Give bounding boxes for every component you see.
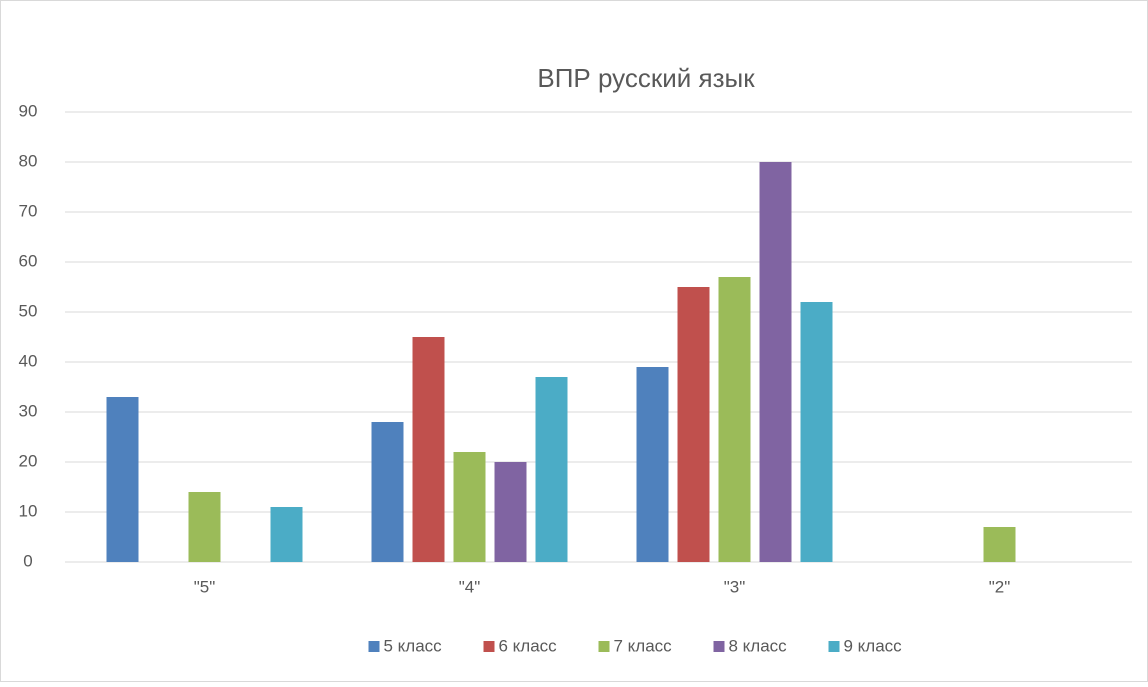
x-tick-label: "5": [194, 577, 216, 596]
bar: [494, 462, 527, 562]
bar: [535, 377, 568, 562]
bar: [759, 162, 792, 562]
bar: [188, 492, 221, 562]
x-tick-label: "3": [724, 577, 746, 596]
bar: [800, 302, 833, 562]
y-tick-label: 80: [19, 151, 38, 170]
legend-label: 9 класс: [844, 636, 903, 655]
y-tick-label: 0: [23, 551, 32, 570]
y-tick-label: 30: [19, 401, 38, 420]
bar: [106, 397, 139, 562]
legend-label: 7 класс: [614, 636, 673, 655]
y-tick-label: 60: [19, 251, 38, 270]
legend-swatch: [828, 641, 840, 652]
y-tick-label: 90: [19, 101, 38, 120]
bar: [453, 452, 486, 562]
legend-swatch: [713, 641, 725, 652]
legend-swatch: [368, 641, 380, 652]
legend-swatch: [483, 641, 495, 652]
chart-title: ВПР русский язык: [537, 63, 755, 93]
bar: [371, 422, 404, 562]
legend-label: 6 класс: [499, 636, 558, 655]
y-tick-label: 70: [19, 201, 38, 220]
legend-label: 8 класс: [729, 636, 788, 655]
bar: [412, 337, 445, 562]
legend-label: 5 класс: [384, 636, 443, 655]
x-tick-label: "4": [459, 577, 481, 596]
legend-swatch: [598, 641, 610, 652]
y-tick-label: 20: [19, 451, 38, 470]
x-tick-label: "2": [989, 577, 1011, 596]
bar: [636, 367, 669, 562]
y-tick-label: 40: [19, 351, 38, 370]
y-tick-label: 10: [19, 501, 38, 520]
y-tick-label: 50: [19, 301, 38, 320]
bar: [983, 527, 1016, 562]
bar: [718, 277, 751, 562]
bar: [270, 507, 303, 562]
bar: [677, 287, 710, 562]
